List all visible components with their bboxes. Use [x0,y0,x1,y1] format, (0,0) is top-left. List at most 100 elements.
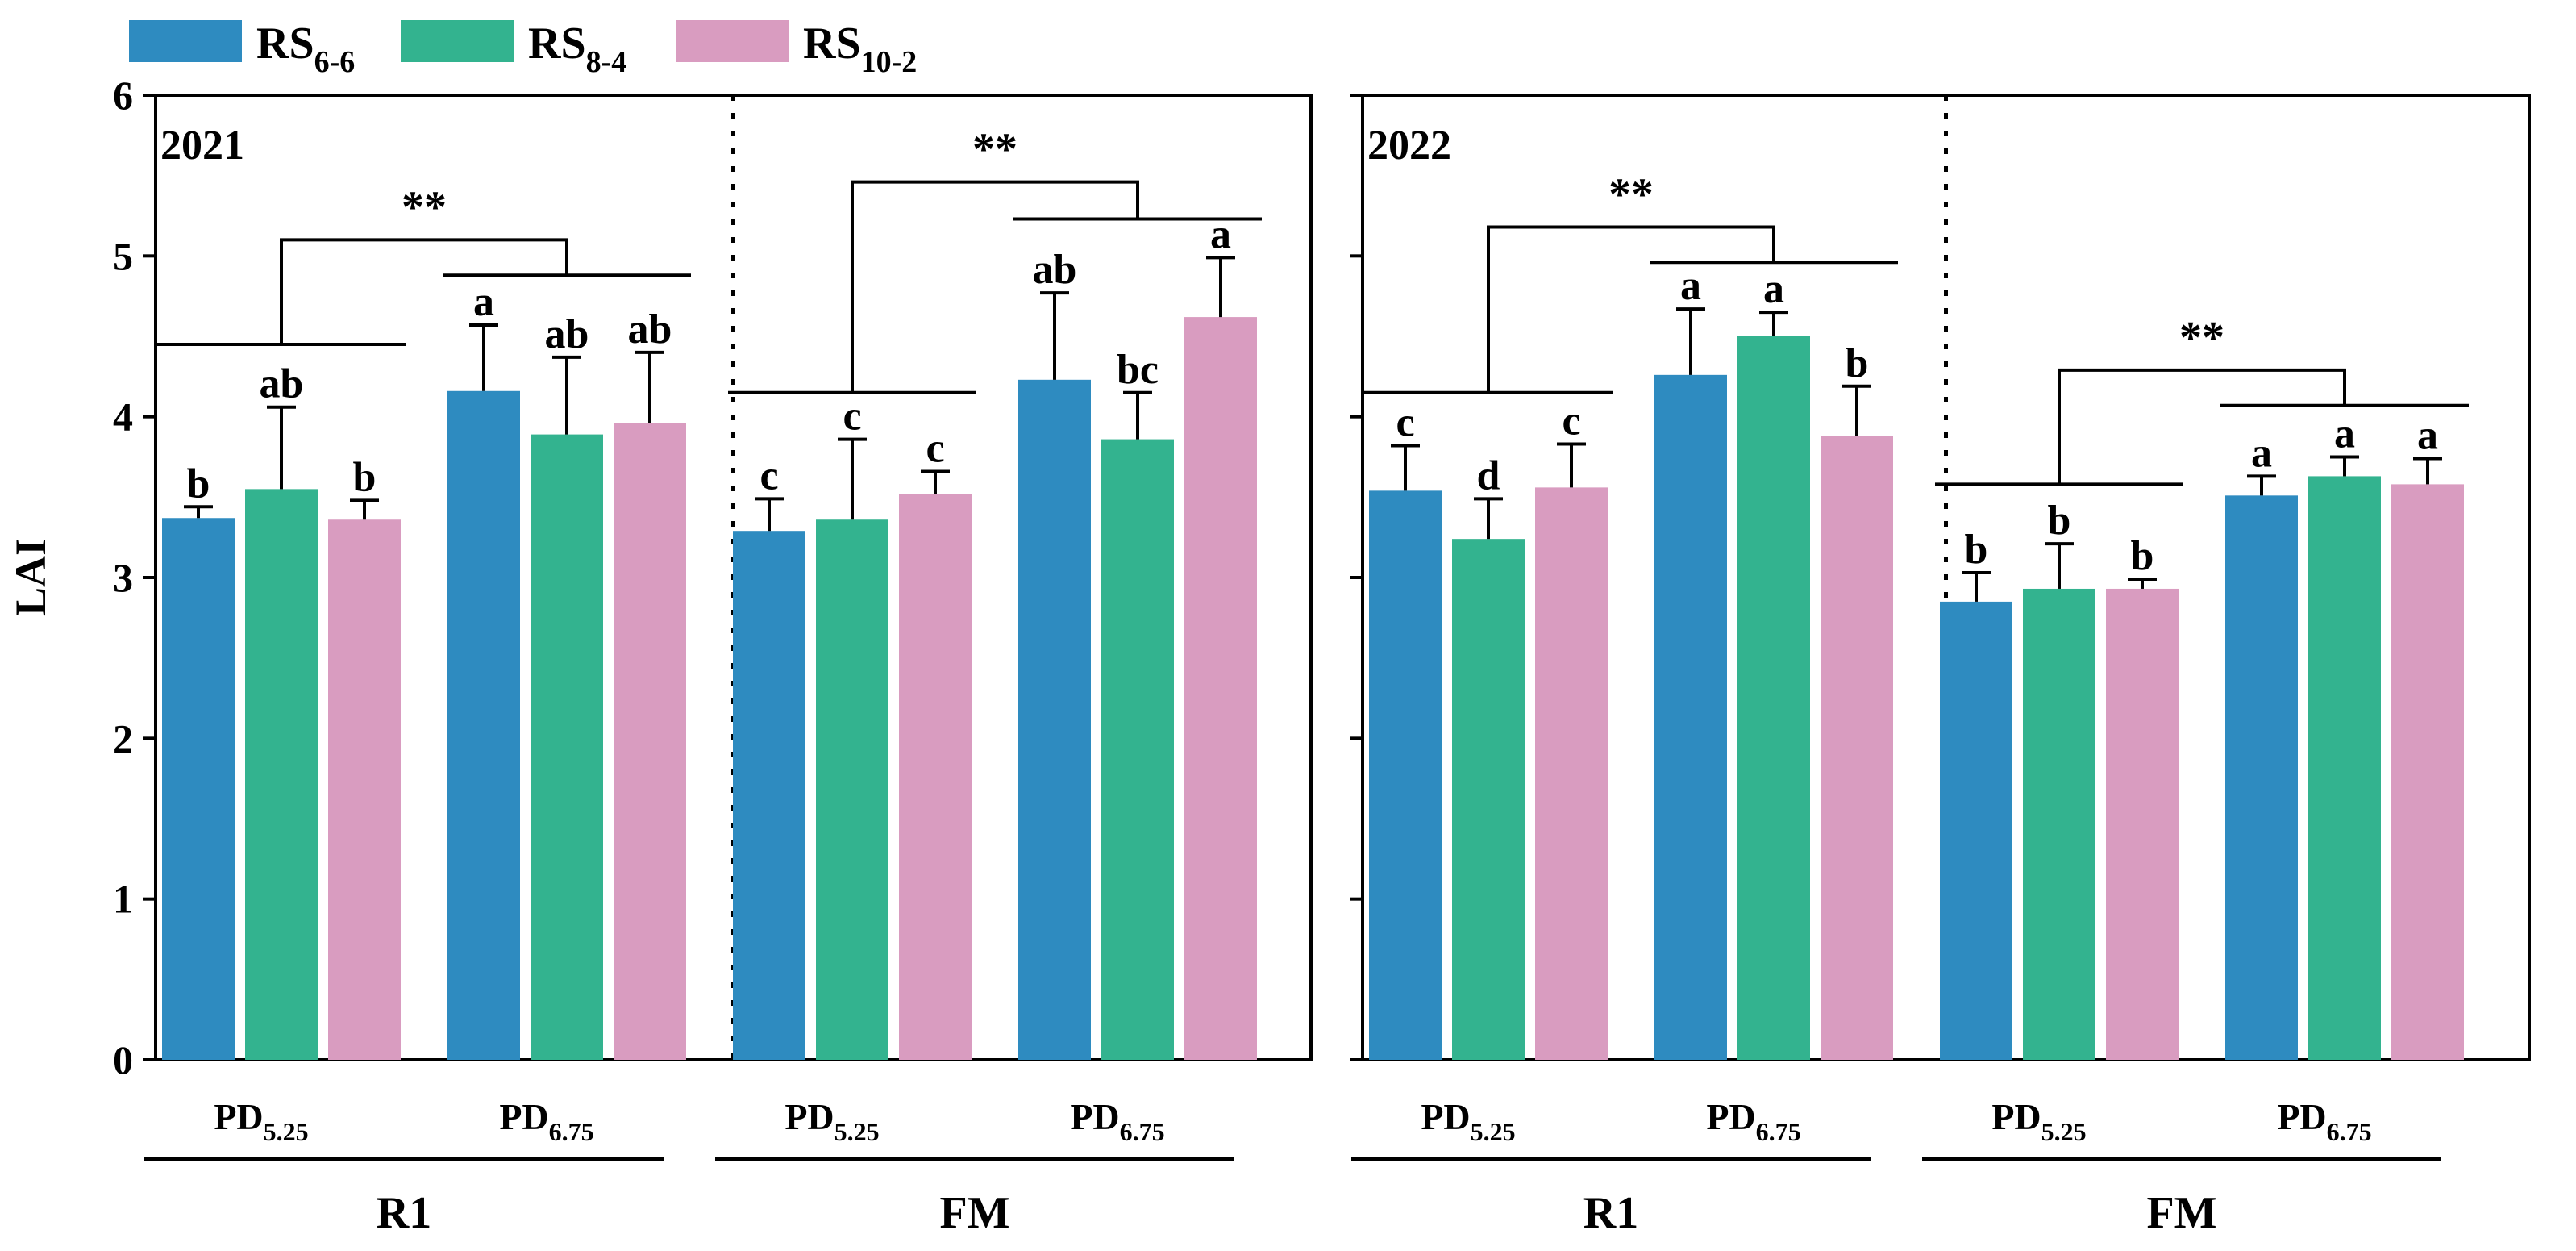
bar-RS8-4 [2023,588,2095,1060]
legend: RS6-6 RS8-4 RS10-2 [129,19,917,79]
significance-letter: c [1396,400,1414,446]
x-group-label: PD6.75 [1070,1096,1164,1146]
panel-year-label: 2022 [1367,123,1451,169]
y-axis-label: LAI [6,539,55,616]
significance-bracket [280,238,568,344]
bar-RS6-6 [1018,379,1091,1060]
bar-RS8-4 [245,489,318,1060]
bar-group: c c c PD5.25 [728,390,976,1146]
bar-RS10-2 [2391,484,2464,1060]
bar-group: a a b PD6.75 [1650,261,1898,1146]
bar-group: b ab b PD5.25 [157,342,406,1146]
legend-label-RS8-4: RS8-4 [528,19,626,79]
significance-letter: b [1846,340,1869,386]
significance-letter: b [187,461,210,507]
legend-swatch-RS6-6 [129,20,242,62]
x-group-label: PD5.25 [214,1096,308,1146]
section-label-R1: R1 [377,1188,431,1238]
significance-letter: a [1680,263,1701,309]
section-FM: b b b PD5.25 a a a PD6.75 ** FM [1922,313,2469,1238]
significance-stars: ** [402,182,447,232]
significance-letter: b [1965,527,1988,573]
significance-letter: c [926,425,944,471]
legend-label-RS10-2: RS10-2 [803,19,917,79]
bar-group: a ab ab PD6.75 [443,273,691,1146]
section-label-FM: FM [939,1188,1009,1238]
panel-year-label: 2021 [160,123,244,169]
significance-letter: a [2251,430,2272,476]
significance-stars: ** [1608,169,1654,219]
bar-group: a a a PD6.75 [2220,403,2469,1146]
significance-letter: a [1763,266,1784,312]
bar-RS10-2 [1535,487,1608,1060]
significance-bracket [2058,368,2346,485]
bar-RS10-2 [614,423,686,1060]
bar-RS10-2 [899,494,972,1060]
significance-letter: ab [628,306,672,352]
section-label-R1: R1 [1583,1188,1638,1238]
significance-letter: a [2334,411,2355,457]
bar-RS8-4 [816,519,888,1060]
x-group-label: PD6.75 [2277,1096,2371,1146]
bar-RS8-4 [531,434,603,1060]
significance-letter: c [759,452,778,498]
bar-RS6-6 [2225,495,2298,1060]
bar-RS6-6 [1940,601,2012,1060]
significance-letter: ab [545,311,589,357]
bar-RS6-6 [1654,374,1727,1061]
significance-letter: a [2417,412,2438,458]
y-tick-label: 0 [113,1037,133,1082]
y-tick-label: 4 [113,394,133,440]
section-R1: c d c PD5.25 a a b PD6.75 ** R1 [1351,169,1898,1238]
x-group-label: PD5.25 [1421,1096,1515,1146]
significance-bracket [851,180,1139,393]
panel-2022: 2022 c d c PD5.25 a a b PD6.75 ** R1 b b b PD5.25 a a a PD… [1350,94,2531,1238]
y-tick-label: 5 [113,233,133,278]
y-tick-label: 6 [113,73,133,118]
significance-letter: bc [1117,347,1159,393]
significance-stars: ** [2179,313,2224,363]
bar-RS8-4 [2308,476,2381,1060]
bar-RS10-2 [1821,436,1893,1060]
significance-letter: a [473,279,494,325]
significance-letter: b [353,454,377,500]
significance-letter: b [2048,498,2071,544]
bar-RS6-6 [1369,490,1442,1060]
significance-letter: ab [1033,247,1077,293]
significance-letter: c [843,394,861,440]
bar-RS6-6 [733,531,805,1060]
bar-RS8-4 [1737,336,1810,1060]
bar-group: b b b PD5.25 [1935,482,2183,1146]
legend-swatch-RS8-4 [401,20,514,62]
y-tick-label: 3 [113,555,133,600]
section-label-FM: FM [2146,1188,2216,1238]
significance-stars: ** [972,125,1017,175]
significance-letter: d [1477,452,1500,498]
x-group-label: PD5.25 [784,1096,879,1146]
significance-letter: c [1562,398,1580,444]
y-tick-label: 2 [113,715,133,761]
legend-label-RS6-6: RS6-6 [256,19,355,79]
significance-letter: b [2131,533,2154,579]
x-group-label: PD6.75 [1706,1096,1800,1146]
significance-bracket [1487,225,1775,393]
x-group-label: PD5.25 [1991,1096,2086,1146]
bar-RS6-6 [447,390,520,1061]
x-group-label: PD6.75 [499,1096,593,1146]
bar-RS6-6 [162,518,235,1060]
significance-letter: ab [260,361,304,407]
bar-RS10-2 [328,519,401,1060]
bar-RS8-4 [1101,439,1174,1060]
legend-swatch-RS10-2 [676,20,789,62]
bar-RS8-4 [1452,539,1525,1060]
bar-RS10-2 [2106,588,2179,1060]
bar-RS10-2 [1184,317,1257,1061]
y-tick-label: 1 [113,877,133,922]
bar-group: c d c PD5.25 [1364,390,1613,1146]
